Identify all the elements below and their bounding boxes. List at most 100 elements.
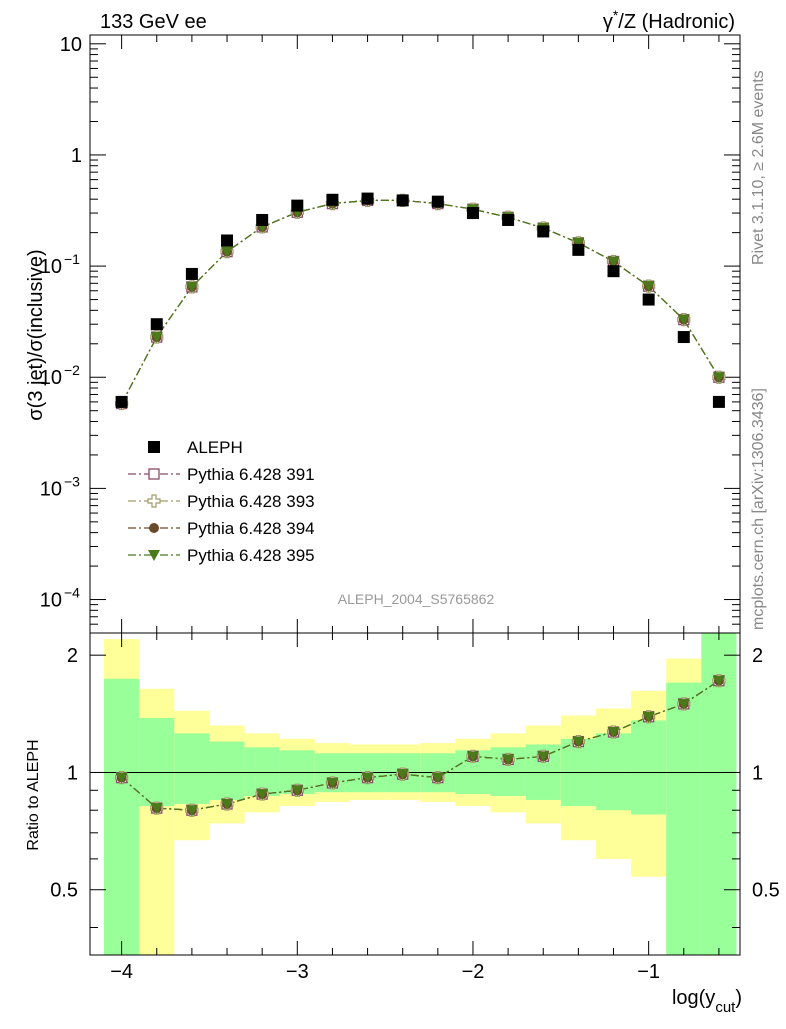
ratio-ylabel: Ratio to ALEPH xyxy=(25,739,42,850)
main-ytick-label: 10 xyxy=(60,34,82,56)
ratio-ytick-label-right: 1 xyxy=(752,762,763,784)
mc-curve-1 xyxy=(121,199,720,404)
ratio-marker-3 xyxy=(256,789,269,801)
inner-band-1 xyxy=(139,717,175,807)
main-plot-frame xyxy=(89,34,741,634)
main-ytick-exponent: −1 xyxy=(64,251,80,267)
legend-label-1: Pythia 6.428 393 xyxy=(187,492,315,511)
mc-curve-3 xyxy=(121,199,720,404)
data-point xyxy=(221,234,234,247)
data-point xyxy=(572,243,585,256)
legend-data-label: ALEPH xyxy=(187,438,243,457)
main-ytick-exponent: −3 xyxy=(64,473,80,489)
ratio-marker-3 xyxy=(221,798,234,810)
main-ytick-label: 10 xyxy=(40,256,62,278)
data-point xyxy=(466,207,479,220)
inner-band-14 xyxy=(595,733,632,811)
data-point xyxy=(256,213,269,226)
ratio-marker-3 xyxy=(572,736,585,748)
main-frame-rect xyxy=(89,34,741,634)
legend-marker-2 xyxy=(149,523,159,533)
chart-title-right: γ*/Z (Hadronic) xyxy=(603,7,735,33)
data-point xyxy=(361,192,374,205)
main-ylabel: σ(3 jet)/σ(inclusive) xyxy=(25,249,47,420)
x-tick-label: −4 xyxy=(110,961,133,983)
mc-curves xyxy=(115,193,726,411)
data-point xyxy=(326,193,339,206)
mc-marker-3 xyxy=(607,256,620,268)
ratio-ytick-label: 1 xyxy=(67,762,78,784)
data-point xyxy=(502,213,515,226)
ratio-curves xyxy=(115,674,726,817)
ratio-marker-3 xyxy=(361,772,374,784)
ratio-marker-3 xyxy=(326,777,339,789)
data-point xyxy=(150,318,163,331)
legend-label-0: Pythia 6.428 391 xyxy=(187,465,315,484)
ratio-ytick-label-right: 0.5 xyxy=(752,880,780,902)
ratio-marker-3 xyxy=(185,805,198,817)
data-point xyxy=(115,395,128,408)
data-point xyxy=(677,331,690,344)
main-ytick-exponent: −4 xyxy=(64,585,80,601)
legend: ALEPH Pythia 6.428 391 Pythia 6.428 393 Pyt… xyxy=(128,438,315,565)
rivet-label: Rivet 3.1.10, ≥ 2.6M events xyxy=(750,70,767,265)
ratio-marker-3 xyxy=(607,727,620,739)
data-point xyxy=(537,225,550,238)
ratio-marker-3 xyxy=(150,803,163,815)
data-point xyxy=(607,265,620,278)
mc-marker-3 xyxy=(185,281,198,293)
main-ytick-exponent: −2 xyxy=(64,362,80,378)
legend-marker-1 xyxy=(147,494,161,508)
main-ytick-label: 10 xyxy=(40,478,62,500)
mc-marker-3 xyxy=(677,314,690,326)
ratio-marker-3 xyxy=(642,711,655,723)
legend-data-marker xyxy=(148,441,160,453)
inner-band-2 xyxy=(174,733,210,804)
main-ytick-label: 1 xyxy=(71,145,82,167)
data-point xyxy=(185,267,198,280)
x-tick-label: −3 xyxy=(286,961,309,983)
analysis-watermark: ALEPH_2004_S5765862 xyxy=(338,591,495,607)
mc-curve-0 xyxy=(121,199,720,404)
ratio-plot-frame xyxy=(89,632,741,956)
legend-label-2: Pythia 6.428 394 xyxy=(187,519,315,538)
ratio-marker-3 xyxy=(396,769,409,781)
ratio-ytick-label: 0.5 xyxy=(50,880,78,902)
ratio-marker-3 xyxy=(677,698,690,710)
main-ytick-label: 10 xyxy=(40,367,62,389)
ratio-axis-ticks: −4 −3 −2 −1 2 2 1 1 0.5 0.5 xyxy=(50,633,780,983)
main-ytick-label: 10 xyxy=(40,590,62,612)
ratio-marker-3 xyxy=(115,772,128,784)
ratio-marker-3 xyxy=(291,785,304,797)
ratio-ytick-label-right: 2 xyxy=(752,645,763,667)
ratio-frame-rect xyxy=(89,632,741,956)
legend-marker-3 xyxy=(148,550,160,561)
mcplots-label: mcplots.cern.ch [arXiv:1306.3436] xyxy=(750,388,767,630)
inner-band-0 xyxy=(104,678,140,955)
inner-band-16 xyxy=(666,682,702,955)
mc-marker-3 xyxy=(572,237,585,249)
data-point xyxy=(431,195,444,208)
data-point xyxy=(712,395,725,408)
data-points xyxy=(115,192,725,408)
mc-marker-3 xyxy=(221,246,234,258)
legend-marker-0 xyxy=(148,468,160,480)
mc-marker-3 xyxy=(150,332,163,344)
x-tick-label: −2 xyxy=(462,961,485,983)
data-point xyxy=(642,293,655,306)
mc-curve-2 xyxy=(121,199,720,404)
chart-title-left: 133 GeV ee xyxy=(100,11,207,33)
x-axis-label: log(ycut) xyxy=(672,987,742,1016)
ratio-marker-3 xyxy=(537,751,550,763)
ratio-marker-3 xyxy=(502,754,515,766)
ratio-uncertainty-bands xyxy=(104,633,737,955)
ratio-marker-3 xyxy=(431,772,444,784)
mc-marker-3 xyxy=(712,372,725,384)
ratio-ytick-label: 2 xyxy=(67,645,78,667)
mc-marker-3 xyxy=(642,281,655,293)
x-tick-label: −1 xyxy=(637,961,660,983)
ratio-marker-3 xyxy=(466,751,479,763)
ratio-marker-3 xyxy=(712,675,725,687)
data-point xyxy=(291,199,304,212)
